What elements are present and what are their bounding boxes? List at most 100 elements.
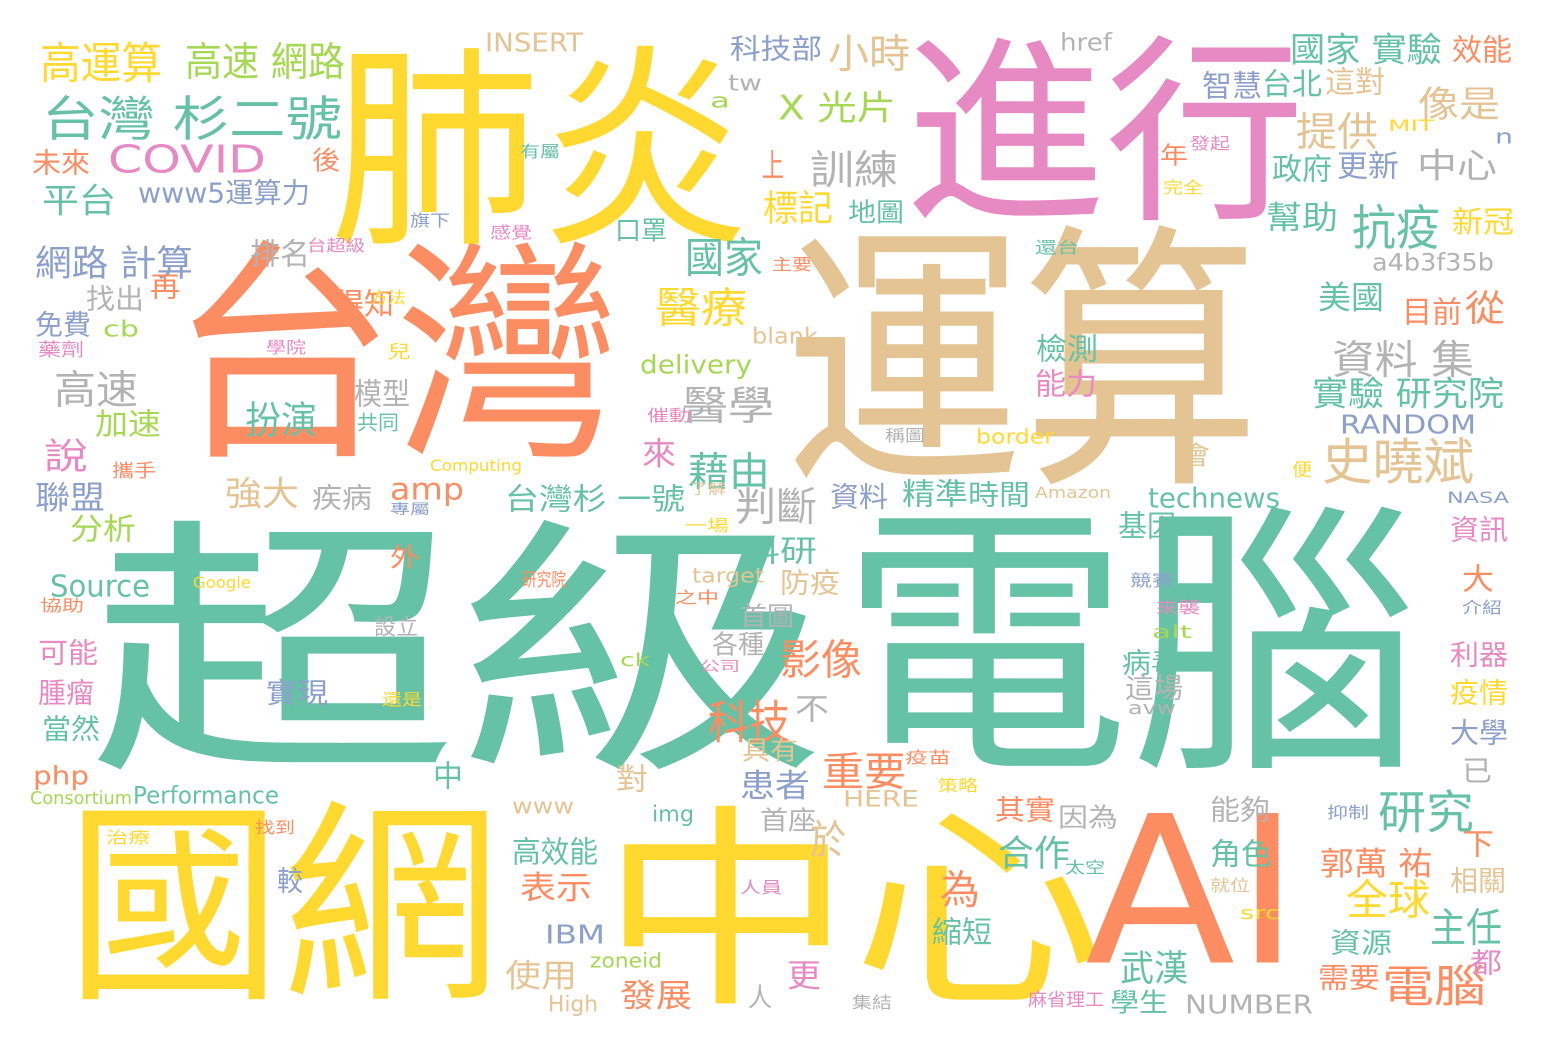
word-48: 影像 bbox=[780, 636, 862, 686]
word-57: 智慧 bbox=[1202, 68, 1262, 105]
word-155: src bbox=[1240, 902, 1280, 925]
word-196: 便 bbox=[1292, 459, 1312, 482]
word-192: 太空 bbox=[1065, 857, 1105, 878]
word-167: 台超級 bbox=[307, 235, 365, 256]
word-43: 全球 bbox=[1346, 876, 1430, 926]
word-134: 下 bbox=[1462, 826, 1494, 863]
word-124: 其實 bbox=[995, 794, 1055, 828]
word-3: 台灣 bbox=[170, 220, 620, 494]
word-140: 大 bbox=[1462, 561, 1494, 598]
word-99: 對 bbox=[616, 761, 648, 798]
word-47: 科技 bbox=[708, 695, 790, 750]
word-109: img bbox=[652, 800, 694, 828]
word-35: 扮演 bbox=[245, 399, 317, 444]
word-44: 郭萬 祐 bbox=[1320, 844, 1432, 883]
word-189: 治療 bbox=[106, 827, 150, 848]
word-58: 台北 bbox=[1262, 66, 1322, 103]
word-144: 再 bbox=[150, 271, 180, 305]
word-179: 了解 bbox=[690, 481, 726, 499]
word-1: 超級 bbox=[88, 498, 828, 812]
word-59: 這對 bbox=[1325, 64, 1385, 101]
word-177: 稱圖 bbox=[885, 425, 925, 446]
word-195: 來襲 bbox=[1156, 597, 1200, 618]
word-172: 還台 bbox=[1035, 237, 1079, 258]
word-78: 找出 bbox=[86, 283, 144, 317]
word-39: amp bbox=[390, 471, 464, 508]
word-145: cb bbox=[103, 315, 139, 343]
word-119: 人 bbox=[748, 982, 772, 1014]
word-49: 重要 bbox=[822, 748, 906, 796]
word-171: 主要 bbox=[772, 254, 812, 275]
word-197: 抑制 bbox=[1327, 802, 1369, 823]
word-190: 找到 bbox=[255, 817, 295, 838]
word-102: 實現 bbox=[266, 677, 328, 711]
word-110: www bbox=[512, 792, 574, 820]
word-31: 平台 bbox=[42, 181, 116, 222]
word-53: 科技部 bbox=[730, 33, 822, 67]
word-198: 介紹 bbox=[1462, 597, 1502, 618]
word-30: 網路 計算 bbox=[35, 241, 193, 285]
word-60: 更新 bbox=[1337, 148, 1399, 185]
word-178: 攜手 bbox=[112, 460, 156, 483]
word-132: NUMBER bbox=[1185, 989, 1313, 1021]
word-86: 時間 bbox=[968, 479, 1030, 513]
word-21: 資料 集 bbox=[1332, 336, 1474, 384]
word-103: 可能 bbox=[38, 637, 98, 671]
word-138: 利器 bbox=[1450, 639, 1508, 673]
word-136: 已 bbox=[1462, 755, 1492, 789]
word-123: 首座 bbox=[760, 805, 816, 837]
word-51: 為 bbox=[940, 866, 980, 914]
word-199: 麻省理工 bbox=[1028, 989, 1104, 1012]
word-149: n bbox=[1495, 125, 1513, 150]
word-74: 聯盟 bbox=[35, 478, 105, 517]
word-181: 一場 bbox=[685, 515, 729, 536]
word-5: 肺炎 bbox=[330, 26, 750, 278]
word-52: 合作 bbox=[998, 831, 1070, 875]
word-89: 科研 bbox=[743, 533, 817, 570]
word-71: technews bbox=[1148, 482, 1280, 516]
word-46: 主任 bbox=[1430, 904, 1502, 952]
word-70: RANDOM bbox=[1340, 409, 1476, 441]
word-153: alt bbox=[1152, 621, 1192, 644]
word-152: blank bbox=[752, 322, 818, 350]
word-29: 上 bbox=[762, 146, 784, 185]
word-193: 就位 bbox=[1210, 875, 1250, 896]
word-141: 會 bbox=[1182, 440, 1210, 472]
word-13: 高速 網路 bbox=[185, 38, 345, 86]
word-81: 模型 bbox=[354, 376, 410, 413]
word-159: NASA bbox=[1447, 487, 1509, 508]
word-37: 判斷 bbox=[735, 483, 817, 531]
word-148: a bbox=[710, 89, 730, 114]
word-104: 腫瘤 bbox=[38, 677, 94, 711]
word-4: 運算 bbox=[785, 202, 1260, 528]
word-154: avw bbox=[1128, 697, 1176, 720]
word-114: IBM bbox=[545, 919, 605, 951]
word-173: 藥劑 bbox=[38, 339, 84, 362]
word-184: 協助 bbox=[40, 595, 84, 616]
word-166: 感覺 bbox=[490, 222, 532, 243]
word-25: 中心 bbox=[1417, 146, 1497, 187]
word-117: zoneid bbox=[590, 949, 662, 974]
word-115: 使用 bbox=[505, 956, 577, 995]
word-147: tw bbox=[728, 69, 762, 97]
word-36: 藉由 bbox=[688, 448, 770, 496]
word-158: Amazon bbox=[1035, 482, 1111, 503]
word-24: 提供 bbox=[1296, 108, 1378, 156]
word-170: 完全 bbox=[1163, 177, 1203, 198]
word-11: COVID bbox=[108, 138, 266, 183]
word-69: 能力 bbox=[1035, 366, 1097, 403]
word-128: 相關 bbox=[1450, 865, 1506, 899]
word-23: 國家 實驗 bbox=[1290, 30, 1442, 71]
word-73: 分析 bbox=[70, 511, 136, 548]
word-126: 能夠 bbox=[1210, 794, 1270, 828]
word-116: 發展 bbox=[620, 976, 692, 1015]
word-96: 患者 bbox=[740, 766, 810, 805]
word-105: 當然 bbox=[42, 713, 100, 747]
word-14: 小時 bbox=[828, 30, 910, 78]
word-125: 因為 bbox=[1058, 802, 1118, 834]
word-118: High bbox=[548, 990, 598, 1018]
word-12: 高運算 bbox=[40, 38, 162, 90]
word-95: 這場 bbox=[1125, 672, 1183, 706]
word-168: 有屬 bbox=[520, 141, 560, 162]
